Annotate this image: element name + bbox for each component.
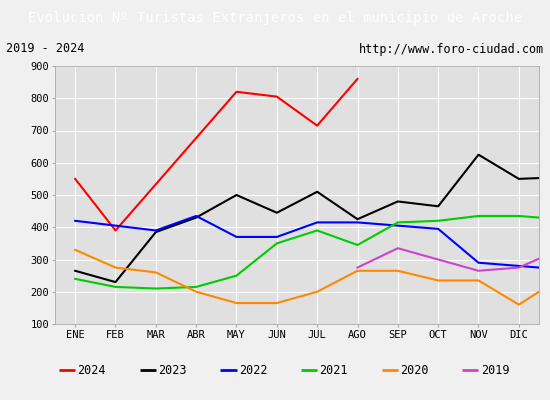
Text: 2019: 2019: [481, 364, 509, 376]
Text: 2022: 2022: [239, 364, 267, 376]
Text: Evolucion Nº Turistas Extranjeros en el municipio de Aroche: Evolucion Nº Turistas Extranjeros en el …: [28, 11, 522, 25]
Text: 2020: 2020: [400, 364, 429, 376]
Text: 2021: 2021: [320, 364, 348, 376]
Text: 2024: 2024: [78, 364, 106, 376]
Text: 2023: 2023: [158, 364, 187, 376]
Text: http://www.foro-ciudad.com: http://www.foro-ciudad.com: [359, 42, 544, 56]
Text: 2019 - 2024: 2019 - 2024: [6, 42, 84, 56]
